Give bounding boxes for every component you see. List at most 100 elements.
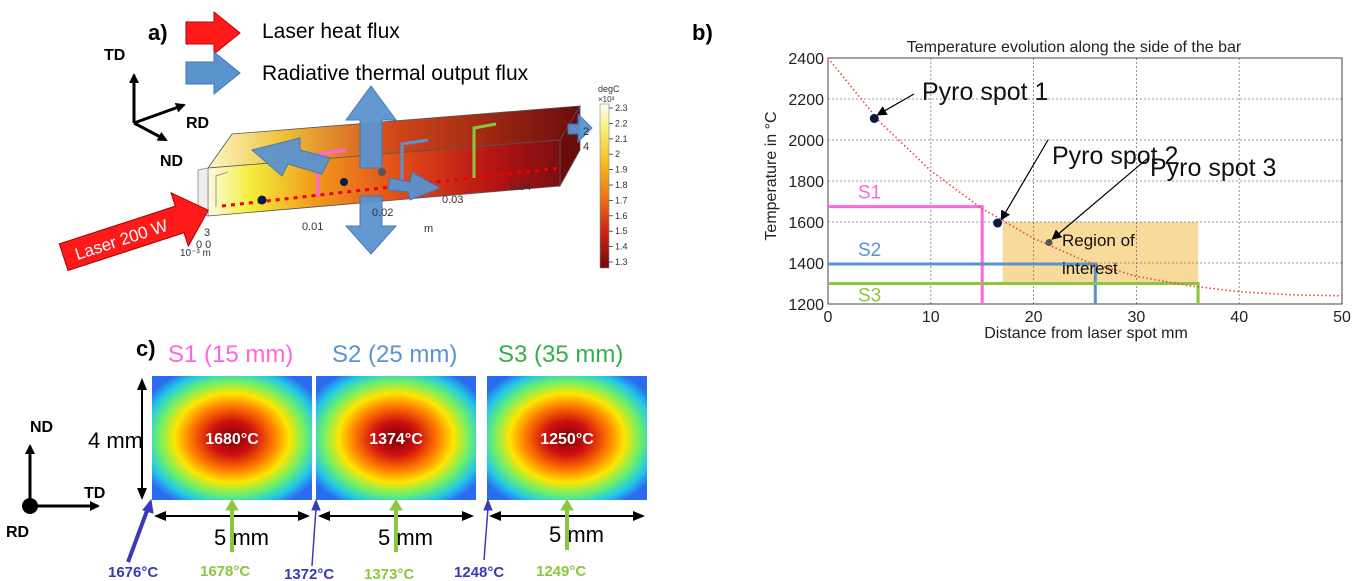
section-title-s2: S2 (25 mm)	[332, 341, 457, 368]
chart-y-tick-label: 2400	[788, 51, 824, 68]
section-label-s3: S3	[858, 286, 881, 307]
radiative-arrow-left	[250, 137, 331, 177]
corner-temp-s3: 1248°C	[454, 564, 504, 581]
section-title-s3: S3 (35 mm)	[498, 341, 623, 368]
width-dimension-label-s1: 5 mm	[214, 525, 269, 550]
axis-nd-label: ND	[160, 153, 183, 170]
radiative-arrow-right	[387, 171, 442, 201]
bar-tick-1: 0.01	[302, 221, 323, 233]
height-dimension-label: 4 mm	[88, 428, 143, 453]
chart-y-tick-label: 2200	[788, 92, 824, 109]
region-label-line-2: interest	[1062, 259, 1118, 278]
pyro-spot-point	[993, 218, 1003, 228]
bar-width-tick-2: 4	[583, 141, 589, 153]
center-temp-s1: 1680°C	[205, 431, 259, 448]
legend-laser-arrow	[185, 10, 241, 56]
axis-rd-label-c: RD	[6, 524, 29, 541]
colorbar-unit: degC	[598, 84, 620, 94]
colorbar: degC ×10³ 2.3 2.2 2.1 2 1.9 1.8 1.7 1.6 1.5 1.4 1.…	[598, 84, 628, 269]
chart-x-tick-label: 10	[922, 309, 940, 326]
panel-a: a) Laser heat flux Radiative thermal out…	[58, 10, 628, 272]
bar-tick-4: 0.04	[510, 181, 531, 193]
corner-arrow-s1	[126, 507, 150, 563]
chart-plot-frame	[827, 57, 1343, 305]
colorbar-tick-label: 1.9	[615, 165, 628, 175]
chart-y-axis-label: Temperature in °C	[763, 111, 780, 240]
chart-x-tick-label: 50	[1333, 309, 1351, 326]
panel-c-label: c)	[136, 336, 156, 361]
chart-x-tick-label: 30	[1128, 309, 1146, 326]
width-dimension-label-s2: 5 mm	[378, 525, 433, 550]
pyro-spot-point	[869, 113, 879, 123]
pyro-spot-pointer	[1000, 139, 1049, 221]
chart-x-tick-label: 0	[824, 309, 833, 326]
section-label-s1: S1	[858, 183, 881, 204]
colorbar-tick-label: 1.5	[615, 226, 628, 236]
laser-input-arrow: Laser 200 W	[58, 191, 209, 272]
bar-tick-2: 0.02	[372, 207, 393, 219]
panel-c: c) S1 (15 mm) S2 (25 mm) S3 (35 mm) 1680…	[6, 336, 647, 581]
cross-section-s1	[152, 376, 312, 500]
colorbar-gradient	[599, 103, 610, 269]
region-label-line-1: Region of	[1062, 231, 1135, 250]
mid-temp-s3: 1249°C	[536, 563, 586, 580]
colorbar-scale: ×10³	[598, 95, 615, 104]
corner-temp-s1: 1676°C	[108, 564, 158, 581]
bar-axis-ticks: 0.01 0.02 0.03 0.04 m 3 0 0 10⁻³ m 2 4	[180, 126, 589, 259]
legend-laser-label: Laser heat flux	[262, 20, 400, 43]
radiative-arrow-up	[345, 85, 397, 169]
mid-temp-s1: 1678°C	[200, 563, 250, 580]
axes-triad-a: TD RD ND	[104, 47, 209, 170]
axis-td-label: TD	[104, 47, 125, 64]
colorbar-tick-label: 2.2	[615, 118, 628, 128]
radiative-arrow-down	[344, 195, 398, 255]
chart-y-tick-label: 2000	[788, 133, 824, 150]
chart-y-tick-label: 1600	[788, 215, 824, 232]
cross-section-s2	[316, 376, 476, 500]
chart-x-axis-label: Distance from laser spot mm	[984, 325, 1188, 342]
legend-radiative-arrow	[185, 50, 241, 96]
temperature-curve	[827, 57, 1343, 297]
corner-arrow-s2	[311, 507, 317, 567]
bar-tick-3: 0.03	[442, 194, 463, 206]
chart-x-tick-label: 40	[1230, 309, 1248, 326]
section-label-s2: S2	[858, 240, 881, 261]
colorbar-tick-label: 2.1	[615, 134, 628, 144]
chart-y-tick-label: 1400	[788, 256, 824, 273]
corner-arrow-s3	[483, 507, 489, 561]
section-line-s2	[828, 262, 1097, 304]
chart-y-tick-label: 1200	[788, 297, 824, 314]
mid-temp-s2: 1373°C	[364, 566, 414, 581]
bar-axis-unit: m	[424, 223, 433, 235]
center-temp-s3: 1250°C	[540, 431, 594, 448]
pyro-spot-pointer	[1051, 157, 1149, 240]
colorbar-tick-label: 1.8	[615, 180, 628, 190]
panel-b-label: b)	[692, 20, 713, 45]
section-line-s3	[828, 282, 1200, 304]
axis-rd-label: RD	[186, 115, 209, 132]
pyro-spot-label: Pyro spot 3	[1150, 154, 1276, 182]
pyro-spot-label: Pyro spot 1	[922, 78, 1048, 106]
region-of-interest	[1002, 222, 1199, 284]
width-dimension-label-s3: 5 mm	[549, 522, 604, 547]
axis-nd-label-c: ND	[30, 419, 53, 436]
chart-x-tick-label: 20	[1025, 309, 1043, 326]
temperature-chart: 0 10 20 30 40 50 1200 1400 1600 1800 2000 2200 2400 S…	[788, 51, 1351, 326]
cross-section-s3	[487, 376, 647, 500]
colorbar-tick-label: 1.7	[615, 195, 628, 205]
corner-temp-s2: 1372°C	[284, 566, 334, 581]
pyro-spot-label: Pyro spot 2	[1052, 142, 1178, 170]
section-title-s1: S1 (15 mm)	[168, 341, 293, 368]
pyro-spot-pointer	[876, 93, 915, 116]
colorbar-tick-label: 1.3	[615, 257, 628, 267]
chart-y-tick-label: 1800	[788, 174, 824, 191]
section-line-s1	[828, 205, 984, 304]
bar-depth-unit: 10⁻³ m	[180, 248, 211, 259]
pyro-spot-point	[1045, 239, 1053, 246]
bar-depth-zero: 0 0	[196, 239, 211, 251]
bar-width-tick-1: 2	[583, 126, 589, 138]
colorbar-tick-label: 1.4	[615, 242, 628, 252]
panel-b: b) Temperature evolution along the side …	[692, 20, 1351, 342]
panel-a-label: a)	[148, 20, 168, 45]
colorbar-tick-label: 1.6	[615, 211, 628, 221]
